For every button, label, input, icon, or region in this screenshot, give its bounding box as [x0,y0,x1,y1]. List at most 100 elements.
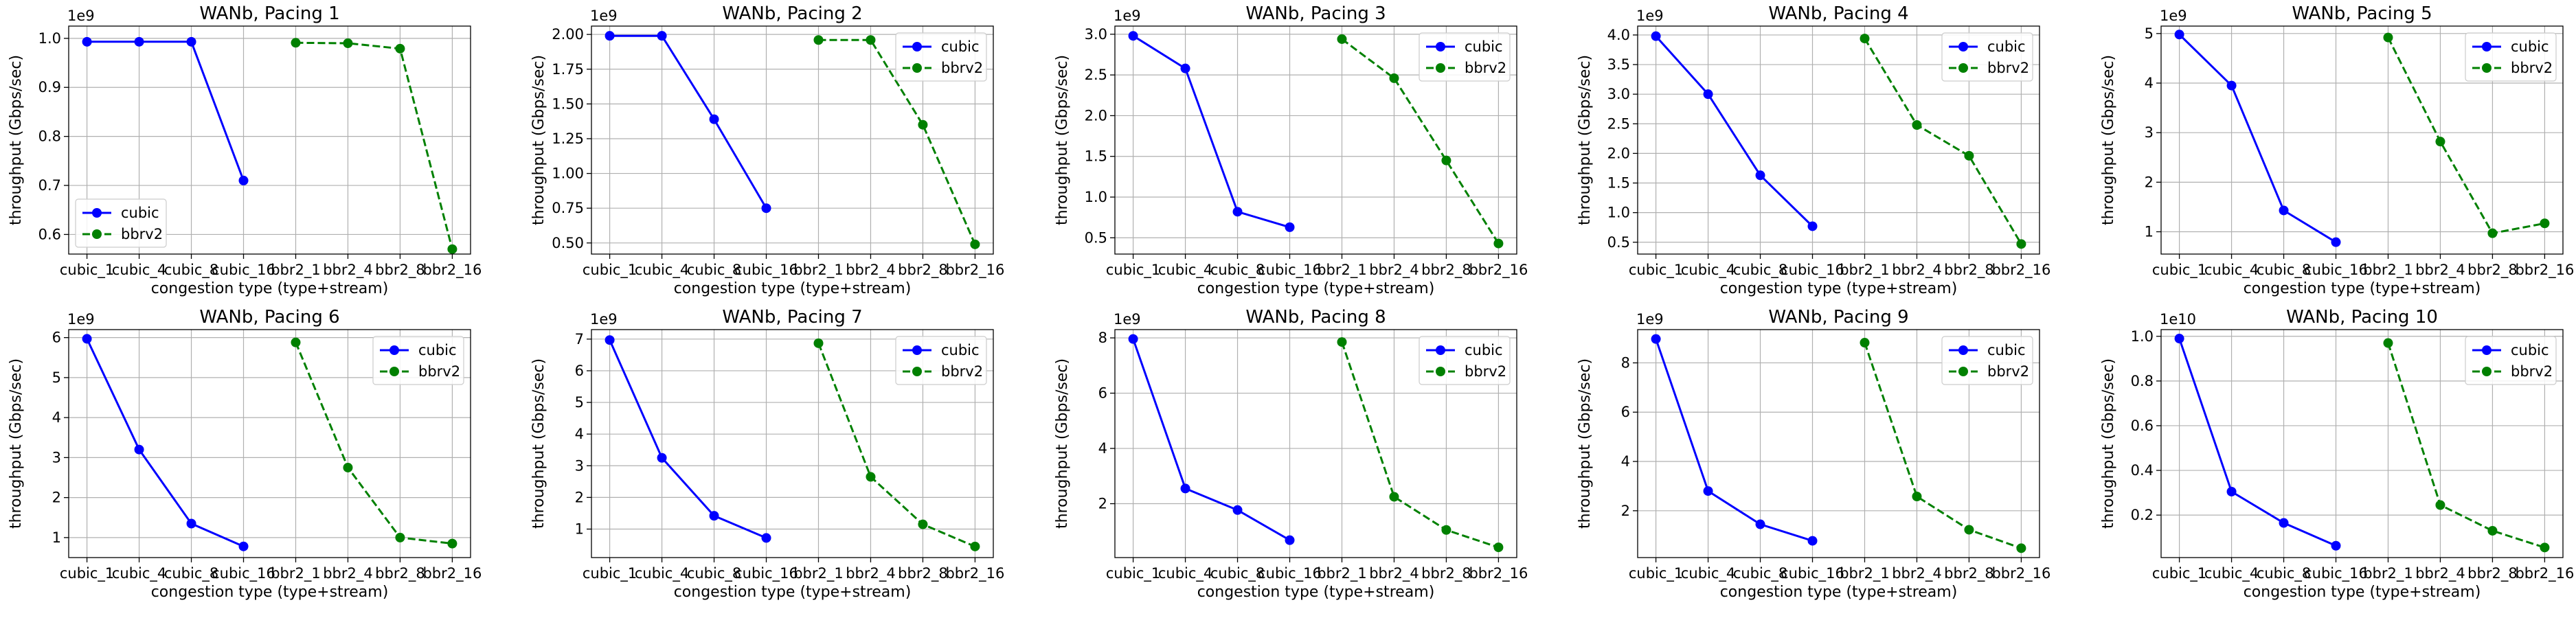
data-point-cubic [1755,170,1765,181]
data-point-cubic [2279,518,2289,528]
y-axis-label: throughput (Gbps/sec) [8,55,25,225]
legend-label-bbrv2: bbrv2 [1987,363,2029,380]
y-axis-label: throughput (Gbps/sec) [2100,358,2117,529]
x-tick-label: cubic_16 [734,565,798,582]
data-point-cubic [761,203,771,214]
y-tick-label: 2.0 [1607,145,1630,161]
data-point-cubic [1232,505,1243,515]
data-point-bbrv2 [1441,525,1451,535]
x-tick-label: bbr2_16 [422,262,482,279]
data-point-bbrv2 [2435,137,2445,147]
x-axis-label: congestion type (type+stream) [2244,584,2481,601]
axes-frame [1114,329,1517,558]
series-line-cubic [1655,35,1814,227]
axes-frame [1114,25,1517,255]
legend: cubic bbrv2 [1419,32,1511,82]
legend-marker-bbrv2 [1958,63,1968,73]
x-tick-label: bbr2_16 [945,262,1004,279]
data-point-bbrv2 [1441,155,1451,165]
legend-marker-cubic [1436,345,1445,355]
axes-frame [68,25,471,255]
axes-frame [591,25,994,255]
legend-marker-bbrv2 [2482,367,2492,376]
legend-label-bbrv2: bbrv2 [941,363,983,380]
series-line-bbrv2 [1864,38,2022,245]
x-tick-label: bbr2_4 [323,262,373,279]
x-axis-label: congestion type (type+stream) [2244,280,2481,297]
y-tick-label: 1.0 [1607,205,1630,221]
x-axis-label: congestion type (type+stream) [1197,280,1435,297]
data-point-cubic [1807,221,1818,231]
legend-marker-bbrv2 [2482,63,2492,73]
data-point-bbrv2 [1493,542,1504,553]
x-axis-label: congestion type (type+stream) [1197,584,1435,601]
data-point-bbrv2 [2016,543,2026,553]
y-tick-label: 0.8 [2131,373,2154,389]
legend-label-bbrv2: bbrv2 [1465,60,1506,76]
chart-title: WANb, Pacing 6 [199,307,339,328]
y-axis-label: throughput (Gbps/sec) [8,358,25,529]
chart-title: WANb, Pacing 7 [722,307,862,328]
data-point-bbrv2 [1337,34,1347,44]
data-point-cubic [2174,30,2184,40]
data-point-bbrv2 [813,35,824,45]
legend: cubic bbrv2 [1941,32,2033,82]
x-tick-label: bbr2_4 [323,565,373,582]
y-tick-label: 4 [2145,75,2154,91]
x-tick-label: bbr2_8 [375,565,425,582]
x-tick-label: bbr2_16 [1991,565,2050,582]
chart-title: WANb, Pacing 2 [722,3,862,24]
y-tick-label: 1.25 [552,130,584,147]
legend-label-cubic: cubic [1465,38,1503,55]
y-tick-label: 2 [2145,174,2154,190]
x-tick-label: cubic_4 [112,565,166,582]
y-tick-label: 5 [575,394,584,411]
x-tick-label: cubic_4 [112,262,166,279]
y-tick-label: 0.75 [552,200,584,216]
legend-label-cubic: cubic [2511,38,2549,55]
x-tick-label: cubic_1 [583,262,637,279]
y-tick-label: 2.00 [552,26,584,43]
y-axis-label: throughput (Gbps/sec) [530,358,547,529]
x-tick-label: cubic_1 [583,565,637,582]
x-tick-label: bbr2_8 [1421,262,1471,279]
data-point-cubic [134,444,144,455]
legend-marker-bbrv2 [912,367,922,376]
data-point-bbrv2 [2540,542,2550,553]
series-line-bbrv2 [1341,38,1500,244]
data-point-cubic [1703,89,1713,100]
x-tick-label: cubic_1 [1106,565,1160,582]
series-line-cubic [1655,339,1813,542]
y-axis-label: throughput (Gbps/sec) [1054,55,1071,225]
y-tick-label: 3 [575,457,584,474]
chart-title: WANb, Pacing 1 [199,3,339,24]
data-point-bbrv2 [2487,228,2498,238]
x-tick-label: cubic_1 [60,262,114,279]
legend-label-cubic: cubic [1465,342,1503,358]
legend: cubic bbrv2 [75,198,167,248]
data-point-bbrv2 [1912,120,1922,130]
legend-marker-bbrv2 [912,63,922,73]
y-tick-label: 1 [52,529,61,546]
legend: cubic bbrv2 [372,336,464,385]
legend-marker-bbrv2 [92,229,102,239]
data-point-cubic [709,114,719,124]
x-tick-label: cubic_1 [60,565,114,582]
series-line-cubic [2178,34,2337,243]
y-offset-label: 1e10 [2160,311,2196,328]
y-offset-label: 1e9 [1636,311,1664,328]
x-tick-label: bbr2_8 [2467,565,2518,582]
data-point-bbrv2 [2487,525,2498,536]
y-tick-label: 3.0 [1607,86,1630,102]
series-line-cubic [86,338,245,548]
data-point-bbrv2 [866,472,876,482]
data-point-cubic [761,533,771,543]
series-line-cubic [87,41,245,181]
data-point-bbrv2 [866,35,876,45]
legend-marker-bbrv2 [1436,63,1445,73]
